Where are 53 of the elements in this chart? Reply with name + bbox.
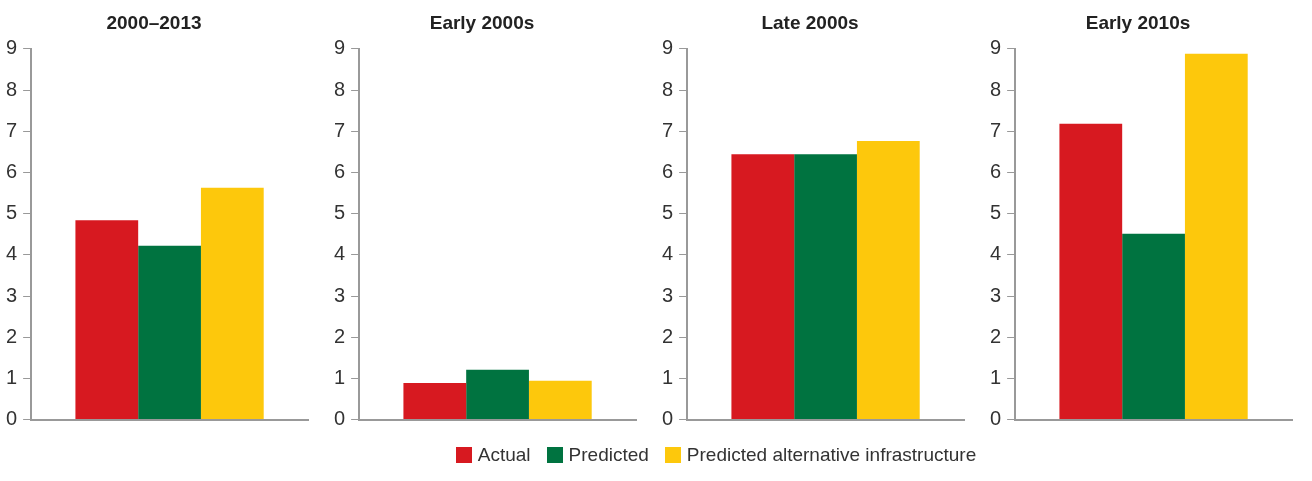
y-tick-label: 1 (334, 365, 346, 388)
y-tick-label: 4 (6, 242, 18, 265)
bar (1184, 53, 1248, 420)
y-tick-label: 5 (6, 201, 18, 224)
chart-title: 2000–2013 (106, 11, 202, 33)
y-tick-label: 6 (662, 159, 674, 182)
y-tick-label: 2 (6, 324, 18, 347)
y-tick-label: 0 (6, 407, 18, 430)
y-tick-label: 1 (990, 365, 1002, 388)
y-tick-label: 3 (990, 283, 1002, 306)
y-tick-label: 0 (662, 407, 674, 430)
y-tick-label: 1 (6, 365, 18, 388)
y-tick-label: 2 (334, 324, 346, 347)
y-tick-label: 8 (662, 77, 674, 100)
chart-title: Late 2000s (761, 11, 859, 33)
y-tick-label: 8 (990, 77, 1002, 100)
legend-label: Actual (477, 444, 531, 466)
y-tick-label: 7 (662, 118, 674, 141)
chart-title: Early 2010s (1085, 11, 1191, 33)
y-tick-label: 3 (334, 283, 346, 306)
y-tick-label: 5 (662, 201, 674, 224)
y-tick-label: 0 (990, 407, 1002, 430)
y-tick-label: 5 (334, 201, 346, 224)
y-tick-label: 6 (334, 159, 346, 182)
y-tick-label: 7 (6, 118, 18, 141)
bar (138, 245, 201, 420)
y-tick-label: 9 (334, 36, 346, 59)
bar (75, 220, 139, 420)
y-tick-label: 0 (334, 407, 346, 430)
y-tick-label: 3 (6, 283, 18, 306)
bar (1122, 233, 1185, 420)
y-tick-label: 6 (6, 159, 18, 182)
y-tick-label: 4 (662, 242, 674, 265)
bar (1059, 123, 1123, 420)
y-tick-label: 4 (990, 242, 1002, 265)
y-tick-label: 2 (662, 324, 674, 347)
legend-label: Predicted alternative infrastructure (686, 444, 977, 466)
y-tick-label: 7 (334, 118, 346, 141)
y-tick-label: 5 (990, 201, 1002, 224)
legend-label: Predicted (568, 444, 649, 466)
y-tick-label: 7 (990, 118, 1002, 141)
y-tick-label: 9 (6, 36, 18, 59)
y-tick-label: 2 (990, 324, 1002, 347)
bar (200, 187, 264, 420)
y-tick-label: 6 (990, 159, 1002, 182)
y-tick-label: 4 (334, 242, 346, 265)
y-tick-label: 9 (990, 36, 1002, 59)
y-tick-label: 1 (662, 365, 674, 388)
chart-title: Early 2000s (429, 11, 535, 33)
y-tick-label: 9 (662, 36, 674, 59)
y-tick-label: 8 (6, 77, 18, 100)
y-tick-label: 3 (662, 283, 674, 306)
y-tick-label: 8 (334, 77, 346, 100)
